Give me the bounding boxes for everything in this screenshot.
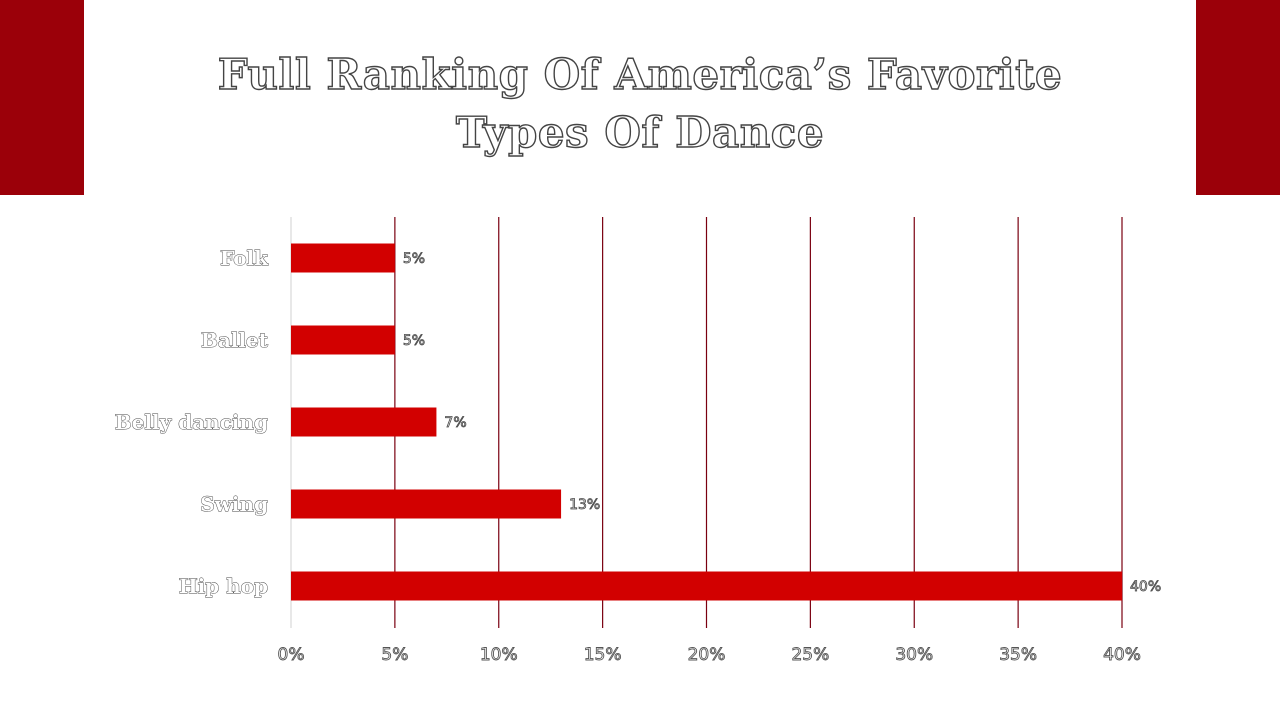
bar: [291, 407, 437, 437]
data-label: 13%: [569, 497, 600, 513]
data-label: 5%: [403, 333, 425, 349]
x-tick-label: 30%: [895, 645, 933, 665]
x-tick-label: 10%: [480, 645, 518, 665]
x-tick-label: 0%: [278, 645, 305, 665]
category-label: Swing: [200, 492, 268, 516]
data-label: 40%: [1130, 579, 1161, 595]
x-tick-label: 25%: [791, 645, 829, 665]
bar: [291, 243, 395, 273]
left-accent-block: [0, 0, 84, 195]
right-accent-block: [1196, 0, 1280, 195]
chart-title: Full Ranking Of America’s Favorite Types…: [160, 46, 1120, 162]
data-label: 5%: [403, 251, 425, 267]
x-tick-label: 5%: [381, 645, 408, 665]
x-tick-label: 15%: [584, 645, 622, 665]
bar: [291, 571, 1122, 601]
chart-title-line-2: Types Of Dance: [455, 107, 825, 157]
bar: [291, 325, 395, 355]
data-label: 7%: [444, 415, 466, 431]
x-tick-label: 40%: [1103, 645, 1141, 665]
category-label: Ballet: [201, 328, 269, 352]
chart-title-line-1: Full Ranking Of America’s Favorite: [217, 49, 1063, 99]
category-label: Hip hop: [179, 574, 268, 598]
x-tick-label: 20%: [688, 645, 726, 665]
x-tick-label: 35%: [999, 645, 1037, 665]
bar: [291, 489, 562, 519]
category-label: Belly dancing: [115, 410, 268, 434]
category-label: Folk: [220, 246, 269, 270]
